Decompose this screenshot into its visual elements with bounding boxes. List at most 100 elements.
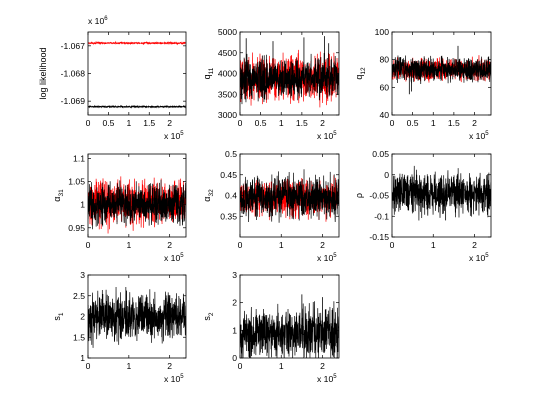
x-tick-label: 1 (431, 240, 436, 250)
trace-line-series-1 (392, 165, 491, 221)
y-tick-label: 0 (232, 353, 237, 363)
y-tick-label: 2.5 (73, 291, 85, 301)
y-tick-label: 1.5 (73, 332, 85, 342)
y-axis-label: s1 (52, 312, 65, 321)
x-tick-label: 0 (390, 240, 395, 250)
y-exponent-label: x 106 (88, 16, 108, 26)
y-tick-label: 0.4 (225, 191, 237, 201)
x-exponent-label: x 105 (469, 131, 489, 141)
y-tick-label: 0.35 (220, 211, 237, 221)
trace-line-series-2 (88, 179, 186, 230)
x-tick-label: 1 (279, 361, 284, 371)
y-axis-label: s2 (202, 312, 215, 321)
y-tick-label: 1 (80, 353, 85, 363)
y-tick-label: 3500 (218, 89, 237, 99)
y-axis-label: α31 (52, 189, 65, 202)
y-tick-label: 80 (379, 55, 389, 65)
y-exponent: 6 (104, 16, 108, 22)
x-tick-label: 2 (167, 118, 172, 128)
x-tick-label: 1 (126, 118, 131, 128)
x-tick-label: 1 (279, 240, 284, 250)
x-tick-label: 1.5 (296, 118, 308, 128)
trace-line-series-1 (88, 40, 186, 46)
x-exponent: 5 (180, 131, 184, 137)
y-tick-label: 100 (375, 27, 390, 37)
x-tick-label: 1.5 (448, 118, 460, 128)
trace-line-series-2 (392, 55, 491, 85)
trace-line-series-2 (240, 52, 339, 105)
x-tick-label: 0.5 (255, 118, 267, 128)
axes-frame (239, 274, 340, 359)
y-tick-label: -0.15 (369, 232, 389, 242)
x-exponent: 5 (180, 253, 184, 259)
x-tick-label: 2 (167, 361, 172, 371)
trace-line-series-1 (88, 287, 186, 348)
x-exponent: 5 (333, 253, 337, 259)
x-tick-label: 1.5 (143, 118, 155, 128)
x-tick-label: 0 (86, 361, 91, 371)
y-tick-label: 40 (379, 110, 389, 120)
x-tick-label: 2 (472, 118, 477, 128)
x-tick-label: 0 (238, 361, 243, 371)
y-tick-label: 3000 (218, 110, 237, 120)
trace-panel-4: 0 1 2 0.95 1 1.05 1.1 x 105 α31 (52, 153, 187, 263)
y-axis-label-subscript: 32 (208, 189, 215, 197)
trace-line-series-2 (240, 169, 339, 223)
x-tick-label: 0 (238, 240, 243, 250)
x-tick-label: 0 (86, 118, 91, 128)
y-tick-label: 1.1 (73, 154, 85, 164)
trace-panel-1: 0 0.5 1 1.5 2 -1.069 -1.068 -1.067 x 105 x 106 log… (38, 16, 187, 141)
trace-panel-5: 0 1 2 0.35 0.4 0.45 0.5 x 105 α32 (202, 149, 340, 263)
x-exponent-label: x 105 (164, 374, 184, 384)
x-tick-label: 0.5 (102, 118, 114, 128)
x-tick-label: 1 (431, 118, 436, 128)
x-exponent-label: x 105 (164, 253, 184, 263)
x-exponent: 5 (485, 253, 489, 259)
x-exponent: 5 (485, 131, 489, 137)
y-tick-label: -1.067 (61, 41, 86, 51)
y-tick-label: 3 (232, 270, 237, 280)
y-axis-label: ρ (354, 193, 364, 198)
plot-area (88, 32, 186, 115)
x-tick-label: 2 (472, 240, 477, 250)
y-axis-label: q11 (202, 67, 215, 79)
y-tick-label: -1.068 (61, 69, 86, 79)
y-tick-label: 3 (80, 270, 85, 280)
x-tick-label: 2 (320, 361, 325, 371)
x-tick-label: 0.5 (407, 118, 419, 128)
y-axis-label-subscript: 12 (360, 67, 367, 75)
axes-frame (391, 31, 492, 116)
x-tick-label: 0 (86, 240, 91, 250)
trace-panel-8: 0 1 2 0 1 2 3 x 105 s2 (202, 270, 340, 384)
y-tick-label: 0 (384, 170, 389, 180)
y-tick-label: 1.05 (68, 177, 85, 187)
x-exponent-label: x 105 (317, 374, 337, 384)
x-exponent-label: x 105 (317, 131, 337, 141)
y-tick-label: -0.05 (369, 191, 389, 201)
y-axis-label-subscript: 2 (208, 312, 215, 316)
y-tick-label: 4000 (218, 69, 237, 79)
trace-panel-2: 0 0.5 1 1.5 2 3000 3500 4000 4500 5000 x 105 q11 (202, 27, 340, 141)
y-axis-label-subscript: 1 (58, 312, 65, 316)
x-tick-label: 1 (126, 361, 131, 371)
y-tick-label: -1.069 (61, 96, 86, 106)
x-tick-label: 2 (320, 118, 325, 128)
y-axis-label: q12 (354, 67, 367, 80)
y-tick-label: 0.5 (225, 149, 237, 159)
y-tick-label: 0.95 (68, 223, 85, 233)
y-tick-label: 5000 (218, 27, 237, 37)
y-tick-label: 1 (80, 200, 85, 210)
x-tick-label: 2 (320, 240, 325, 250)
x-exponent-label: x 105 (317, 253, 337, 263)
x-tick-label: 0 (238, 118, 243, 128)
x-exponent: 5 (333, 374, 337, 380)
x-exponent-label: x 105 (164, 131, 184, 141)
y-tick-label: 2 (80, 312, 85, 322)
axes-frame (87, 153, 187, 238)
x-tick-label: 1 (279, 118, 284, 128)
x-tick-label: 2 (167, 240, 172, 250)
y-tick-label: 4500 (218, 48, 237, 58)
y-axis-label: α32 (202, 189, 215, 202)
